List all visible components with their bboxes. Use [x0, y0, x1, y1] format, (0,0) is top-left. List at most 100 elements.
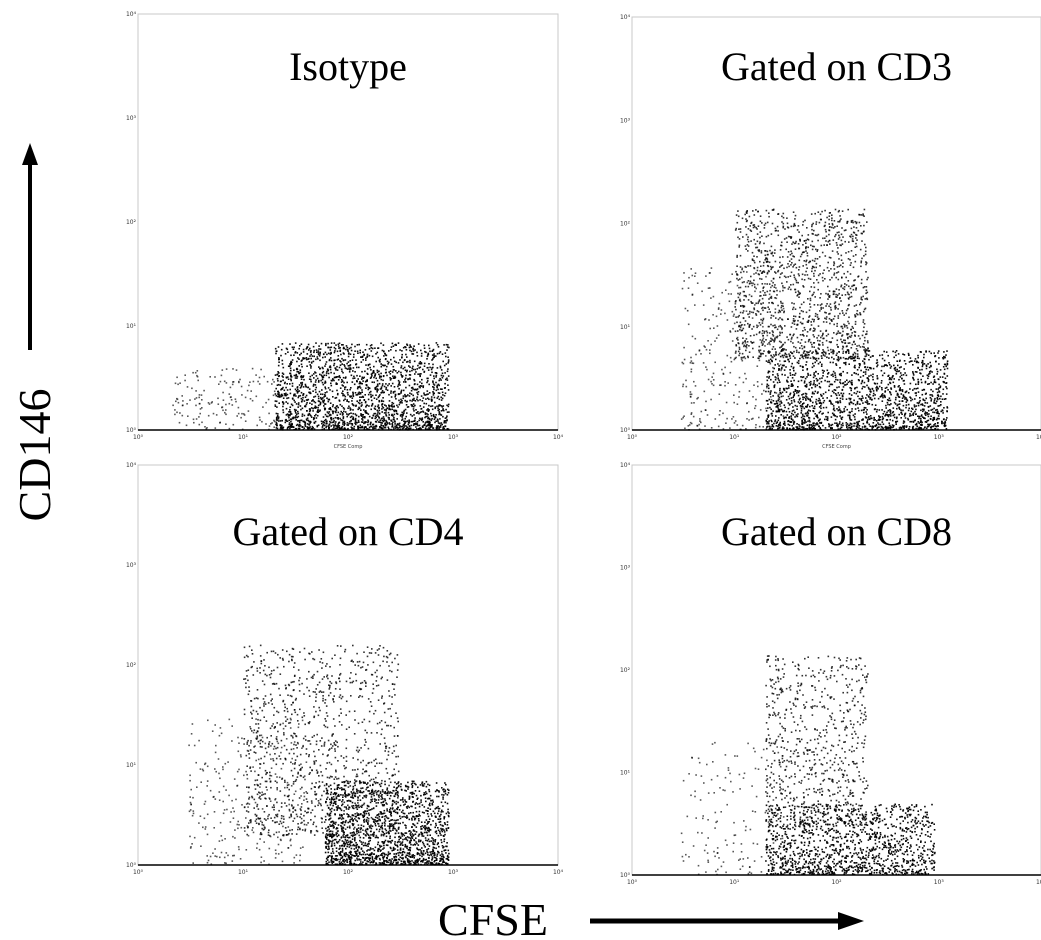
- scatter-point: [209, 376, 211, 378]
- scatter-point: [445, 363, 448, 365]
- scatter-point: [742, 341, 744, 344]
- scatter-point: [838, 234, 840, 237]
- scatter-point: [879, 418, 881, 421]
- scatter-point: [926, 427, 928, 430]
- scatter-point: [924, 380, 927, 383]
- scatter-point: [755, 272, 757, 274]
- scatter-point: [344, 367, 347, 369]
- scatter-point: [805, 263, 808, 266]
- scatter-point: [829, 306, 832, 309]
- scatter-point: [944, 356, 946, 359]
- scatter-point: [330, 371, 332, 374]
- scatter-point: [172, 404, 174, 407]
- scatter-point: [865, 411, 867, 413]
- scatter-point: [861, 428, 864, 430]
- scatter-point: [350, 408, 352, 411]
- scatter-point: [808, 419, 811, 422]
- scatter-point: [300, 391, 303, 394]
- scatter-point: [790, 258, 793, 260]
- scatter-point: [747, 322, 749, 325]
- scatter-point: [352, 392, 354, 395]
- scatter-point: [738, 325, 740, 328]
- scatter-point: [753, 261, 756, 264]
- scatter-point: [934, 423, 936, 425]
- scatter-point: [838, 394, 841, 396]
- scatter-point: [871, 398, 873, 401]
- scatter-point: [393, 360, 396, 363]
- scatter-point: [857, 355, 859, 358]
- scatter-point: [325, 372, 328, 374]
- scatter-point: [244, 420, 247, 422]
- scatter-point: [347, 424, 349, 426]
- scatter-point: [338, 400, 341, 402]
- scatter-point: [321, 378, 324, 381]
- scatter-point: [391, 413, 393, 416]
- scatter-point: [780, 414, 782, 416]
- scatter-point: [779, 311, 782, 313]
- scatter-point: [417, 424, 419, 427]
- scatter-point: [792, 413, 795, 416]
- scatter-point: [300, 343, 303, 345]
- scatter-point: [786, 379, 788, 382]
- scatter-point: [828, 212, 831, 214]
- scatter-point: [352, 395, 355, 398]
- scatter-point: [936, 408, 938, 411]
- scatter-point: [818, 397, 820, 400]
- scatter-point: [286, 397, 288, 400]
- scatter-point: [301, 384, 303, 387]
- scatter-point: [737, 215, 740, 218]
- scatter-point: [814, 424, 816, 427]
- scatter-point: [915, 394, 917, 397]
- scatter-point: [431, 408, 434, 411]
- scatter-point: [832, 361, 834, 364]
- scatter-point: [826, 416, 829, 418]
- scatter-point: [866, 394, 868, 396]
- scatter-point: [736, 273, 738, 275]
- scatter-point: [387, 363, 389, 365]
- scatter-point: [805, 242, 807, 244]
- scatter-point: [836, 358, 839, 361]
- scatter-point: [198, 394, 201, 396]
- scatter-point: [372, 370, 375, 372]
- scatter-point: [814, 257, 817, 260]
- scatter-point: [841, 327, 844, 330]
- scatter-point: [802, 220, 805, 223]
- scatter-point: [839, 297, 841, 300]
- scatter-point: [435, 374, 438, 377]
- scatter-point: [782, 226, 784, 229]
- scatter-point: [827, 373, 829, 375]
- scatter-point: [884, 391, 886, 393]
- scatter-point: [356, 387, 359, 390]
- scatter-point: [376, 413, 379, 415]
- scatter-point: [799, 347, 801, 349]
- scatter-point: [902, 425, 904, 427]
- scatter-point: [427, 393, 429, 395]
- scatter-point: [771, 427, 773, 430]
- scatter-point: [857, 407, 859, 409]
- scatter-point: [787, 376, 789, 379]
- scatter-point: [932, 417, 935, 419]
- scatter-point: [746, 341, 749, 343]
- scatter-point: [809, 420, 811, 423]
- scatter-point: [904, 412, 907, 415]
- scatter-point: [323, 405, 325, 407]
- scatter-point: [802, 369, 804, 371]
- scatter-point: [755, 333, 758, 336]
- scatter-point: [312, 418, 315, 421]
- scatter-point: [882, 423, 885, 425]
- scatter-point: [364, 410, 366, 413]
- scatter-point: [734, 352, 737, 354]
- scatter-point: [436, 405, 438, 408]
- scatter-point: [862, 214, 864, 217]
- scatter-point: [917, 354, 919, 357]
- scatter-point: [815, 353, 818, 355]
- scatter-point: [789, 369, 791, 371]
- scatter-point: [336, 365, 338, 368]
- scatter-point: [753, 214, 756, 216]
- scatter-point: [738, 238, 741, 240]
- scatter-point: [775, 354, 777, 356]
- scatter-point: [901, 397, 904, 399]
- scatter-point: [890, 426, 892, 428]
- scatter-point: [441, 372, 444, 375]
- scatter-point: [774, 230, 777, 232]
